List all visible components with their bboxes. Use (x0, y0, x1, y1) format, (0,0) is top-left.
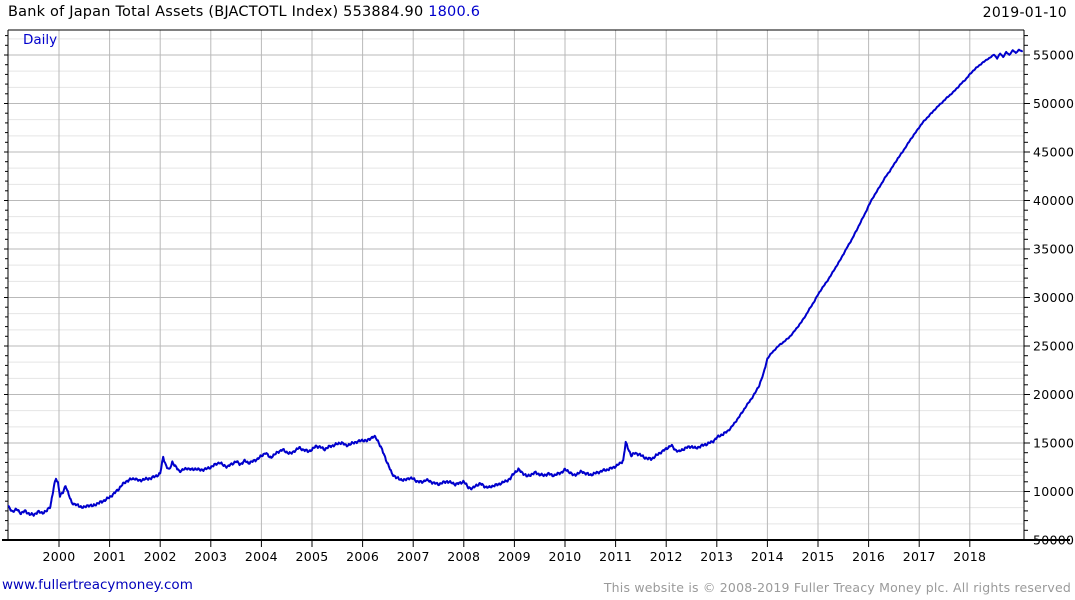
y-axis-label: 550000 (1033, 48, 1075, 63)
x-axis-label: 2009 (498, 549, 531, 564)
x-axis-label: 2005 (295, 549, 328, 564)
chart-title-text: Bank of Japan Total Assets (BJACTOTL Ind… (8, 4, 339, 20)
copyright-text: This website is © 2008-2019 Fuller Treac… (603, 580, 1071, 595)
x-axis-label: 2013 (700, 549, 733, 564)
site-link[interactable]: www.fullertreacymoney.com (2, 577, 193, 593)
x-axis-label: 2003 (194, 549, 227, 564)
chart-title: Bank of Japan Total Assets (BJACTOTL Ind… (8, 4, 480, 20)
x-axis-label: 2015 (801, 549, 834, 564)
frequency-label: Daily (23, 32, 58, 48)
chart-last-value: 553884.90 (343, 4, 424, 20)
y-axis-label: 200000 (1033, 387, 1075, 402)
price-chart: 550000 500000 450000 400000 350000 300000 2500… (2, 29, 1075, 564)
y-axis-label: 300000 (1033, 290, 1075, 305)
x-axis-label: 2002 (144, 549, 177, 564)
x-axis-label: 2014 (751, 549, 784, 564)
series-line (8, 48, 1023, 517)
chart-date: 2019-01-10 (982, 5, 1067, 21)
x-axis-label: 2011 (599, 549, 632, 564)
chart-change-value: 1800.6 (428, 4, 481, 20)
y-axis-label: 350000 (1033, 242, 1075, 257)
x-axis-label: 2001 (93, 549, 126, 564)
x-axis-label: 2006 (346, 549, 379, 564)
y-axis-label: 500000 (1033, 96, 1075, 111)
y-axis-label: 100000 (1033, 484, 1075, 499)
y-axis-label: 250000 (1033, 339, 1075, 354)
x-axis-label: 2017 (903, 549, 936, 564)
x-axis-label: 2010 (548, 549, 581, 564)
y-axis-label: 150000 (1033, 436, 1075, 451)
x-axis-label: 2007 (397, 549, 430, 564)
x-axis-label: 2008 (447, 549, 480, 564)
y-axis-label: 400000 (1033, 193, 1075, 208)
x-axis-label: 2004 (245, 549, 278, 564)
x-axis-label: 2000 (42, 549, 75, 564)
y-axis-label: 50000 (1033, 533, 1074, 548)
x-axis-label: 2012 (650, 549, 683, 564)
y-axis-label: 450000 (1033, 145, 1075, 160)
x-axis-label: 2016 (852, 549, 885, 564)
x-axis-label: 2018 (953, 549, 986, 564)
